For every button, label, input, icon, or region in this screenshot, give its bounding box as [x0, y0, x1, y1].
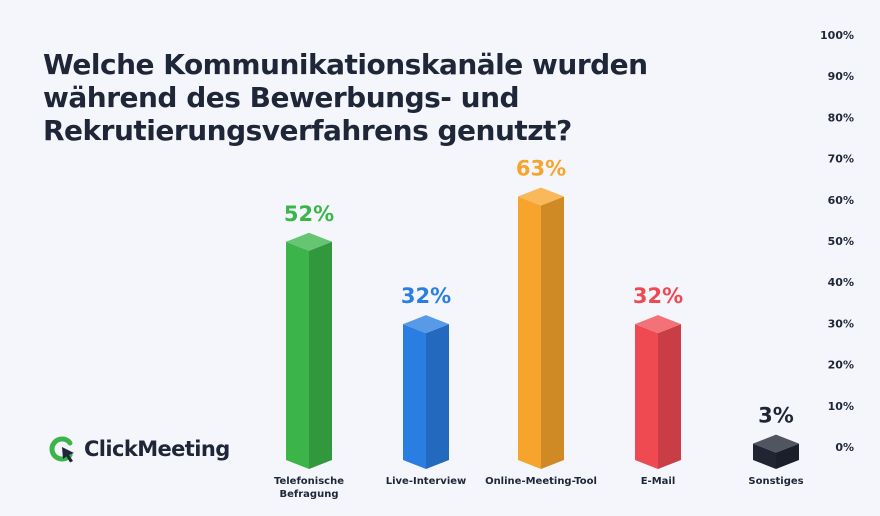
brand-logo: ClickMeeting	[48, 434, 230, 464]
chart-title: Welche Kommunikationskanäle wurden währe…	[43, 48, 648, 147]
bar-right-face	[426, 324, 449, 469]
brand-name: ClickMeeting	[84, 437, 230, 461]
bar-left-face	[286, 241, 309, 469]
y-tick-label: 70%	[828, 153, 854, 166]
bar-value-label: 3%	[758, 404, 794, 428]
category-label: Befragung	[280, 489, 339, 500]
category-label: E-Mail	[641, 476, 676, 487]
bar-top-face	[403, 315, 449, 334]
bar	[286, 232, 332, 469]
category-label: Online-Meeting-Tool	[485, 476, 597, 487]
y-tick-label: 100%	[820, 29, 854, 42]
y-tick-label: 40%	[828, 276, 854, 289]
y-tick-label: 20%	[828, 359, 854, 372]
category-label: Telefonische	[274, 476, 344, 487]
bar-left-face	[403, 324, 426, 469]
bar-left-face	[635, 324, 658, 469]
bar-top-face	[518, 187, 564, 206]
bar	[518, 187, 564, 469]
bar-top-face	[286, 232, 332, 251]
bar-right-face	[541, 196, 564, 469]
y-tick-label: 10%	[828, 400, 854, 413]
bar-value-label: 32%	[401, 284, 451, 308]
bar-left-face	[518, 196, 541, 469]
category-label: Live-Interview	[386, 476, 467, 487]
bar-value-label: 63%	[516, 156, 566, 180]
y-tick-label: 30%	[828, 317, 854, 330]
bar-right-face	[776, 443, 799, 469]
bar	[753, 434, 799, 469]
category-label: Sonstiges	[748, 476, 803, 487]
y-tick-label: 90%	[828, 70, 854, 83]
y-tick-label: 80%	[828, 111, 854, 124]
bar-left-face	[753, 443, 776, 469]
bar-top-face	[635, 315, 681, 334]
y-tick-label: 50%	[828, 235, 854, 248]
y-tick-label: 0%	[835, 441, 854, 454]
bar-value-label: 32%	[633, 284, 683, 308]
bar	[403, 315, 449, 469]
bar-value-label: 52%	[284, 202, 334, 226]
clickmeeting-logo-icon	[49, 436, 74, 463]
bar-right-face	[309, 241, 332, 469]
bar-top-face	[753, 434, 799, 453]
y-tick-label: 60%	[828, 194, 854, 207]
bar	[635, 315, 681, 469]
bar-right-face	[658, 324, 681, 469]
